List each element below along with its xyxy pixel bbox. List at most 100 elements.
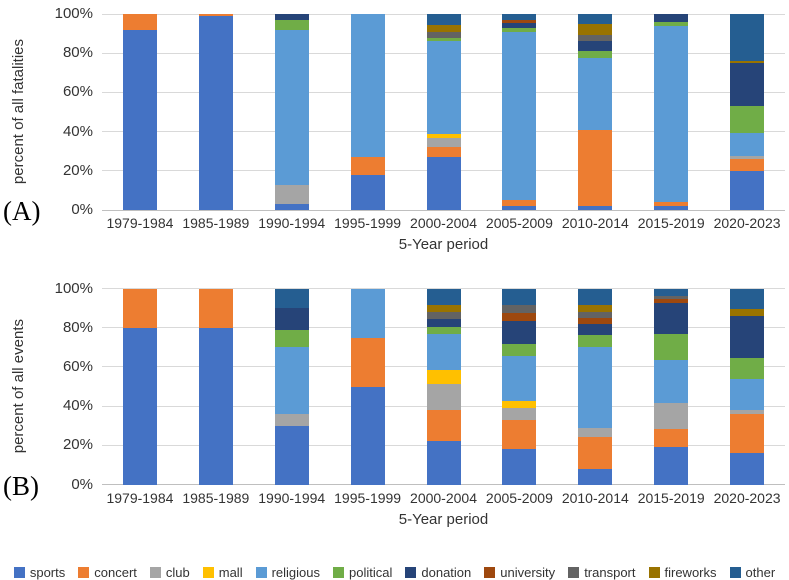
bar-slot-2000-2004 [406, 288, 482, 485]
x-tick-label: 1985-1989 [182, 489, 250, 506]
legend-swatch-sports [13, 567, 25, 578]
bar-slot-1979-1984 [102, 14, 178, 210]
bars-container [102, 14, 785, 210]
bar-slot-2015-2019 [633, 288, 709, 485]
legend-item-club: club [149, 565, 190, 580]
legend-item-donation: donation [405, 565, 471, 580]
x-tick-label: 2020-2023 [713, 215, 781, 231]
bar-segment-other [578, 288, 613, 306]
x-axis-title: 5-Year period [398, 510, 489, 528]
bar-segment-club [502, 408, 537, 420]
legend-item-concert: concert [78, 565, 137, 580]
y-tick-label: 20% [62, 161, 93, 179]
bar-segment-concert [578, 437, 613, 469]
x-tick-label: 2000-2004 [410, 489, 477, 506]
bar-slot-1995-1999 [330, 288, 406, 485]
bar-segment-concert [426, 410, 461, 442]
legend-swatch-donation [405, 567, 417, 578]
y-tick-label: 80% [62, 44, 93, 62]
bar-segment-transport [426, 31, 461, 38]
bar-segment-religious [730, 132, 765, 157]
x-ticks: 1979-1984 1985-1989 1990-1994 1995-1999 2000… [102, 485, 785, 511]
bar-segment-religious [350, 288, 385, 338]
x-tick-label: 1990-1994 [258, 215, 326, 231]
legend-item-fireworks: fireworks [648, 565, 717, 580]
panel-label: (B) [3, 470, 39, 501]
stacked-bar-2015-2019 [654, 288, 689, 485]
stacked-bar-2000-2004 [426, 288, 461, 485]
bar-segment-other [654, 288, 689, 297]
y-tick-label: 40% [62, 397, 93, 415]
bar-segment-sports [274, 204, 309, 210]
bar-segment-political [654, 21, 689, 26]
bar-segment-other [730, 288, 765, 310]
bar-segment-religious [426, 41, 461, 134]
bars-container [102, 288, 785, 485]
bar-slot-1985-1989 [178, 288, 254, 485]
x-ticks: 1979-1984 1985-1989 1990-1994 1995-1999 2000… [102, 210, 785, 236]
bar-segment-club [274, 413, 309, 426]
bar-segment-transport [578, 312, 613, 318]
bar-segment-political [502, 27, 537, 32]
y-tick-label: 80% [62, 318, 93, 336]
gridline-0 [102, 209, 785, 211]
bar-segment-sports [654, 447, 689, 485]
bar-slot-2015-2019 [633, 14, 709, 210]
legend-swatch-concert [78, 567, 90, 578]
bar-slot-2010-2014 [557, 14, 633, 210]
bar-segment-religious [578, 58, 613, 130]
bar-segment-donation [426, 318, 461, 327]
bar-segment-sports [578, 206, 613, 210]
x-tick-label: 2015-2019 [637, 215, 705, 231]
bar-segment-concert [502, 419, 537, 450]
bar-segment-sports [198, 15, 233, 210]
bar-segment-mall [426, 369, 461, 384]
bar-segment-other [502, 14, 537, 20]
stacked-bar-2005-2009 [502, 14, 537, 210]
y-tick-label: 60% [62, 83, 93, 101]
bar-segment-sports [502, 449, 537, 485]
stacked-bar-2015-2019 [654, 14, 689, 210]
legend-swatch-political [333, 567, 345, 578]
bar-segment-sports [426, 157, 461, 210]
bar-segment-donation [654, 14, 689, 22]
bar-segment-club [730, 156, 765, 160]
bar-segment-concert [654, 202, 689, 207]
y-tick-label: 100% [54, 5, 93, 22]
x-tick-label: 2000-2004 [410, 215, 477, 231]
legend-item-mall: mall [202, 565, 243, 580]
bar-segment-university [502, 19, 537, 23]
bar-segment-fireworks [426, 24, 461, 32]
bar-segment-concert [502, 200, 537, 207]
bar-segment-other [426, 288, 461, 306]
stacked-bar-2020-2023 [730, 288, 765, 485]
gridline-0 [102, 484, 785, 485]
bar-segment-political [730, 106, 765, 133]
bar-segment-religious [578, 347, 613, 428]
bar-segment-concert [122, 288, 157, 328]
bar-segment-religious [502, 31, 537, 201]
bar-segment-religious [730, 378, 765, 411]
bar-segment-other [578, 14, 613, 24]
legend-swatch-transport [568, 567, 580, 578]
bar-slot-2020-2023 [709, 288, 785, 485]
bar-segment-sports [730, 170, 765, 210]
y-axis-title-column-a: percent of all fatalities [0, 14, 36, 210]
bar-segment-fireworks [578, 305, 613, 313]
bar-segment-donation [274, 308, 309, 330]
bar-segment-sports [730, 453, 765, 485]
legend-label: mall [218, 565, 243, 580]
x-tick-label: 2015-2019 [637, 489, 705, 506]
legend-label: sports [29, 565, 66, 580]
bar-segment-fireworks [730, 309, 765, 316]
bar-segment-other [730, 14, 765, 62]
x-tick-label: 2005-2009 [485, 489, 553, 506]
stacked-bar-1985-1989 [198, 14, 233, 210]
x-tick-label: 1979-1984 [106, 215, 174, 231]
bar-segment-donation [502, 320, 537, 345]
stacked-bar-2010-2014 [578, 14, 613, 210]
bar-segment-other [502, 288, 537, 306]
stacked-bar-1985-1989 [198, 288, 233, 485]
bar-segment-concert [350, 157, 385, 175]
bar-segment-fireworks [426, 305, 461, 313]
